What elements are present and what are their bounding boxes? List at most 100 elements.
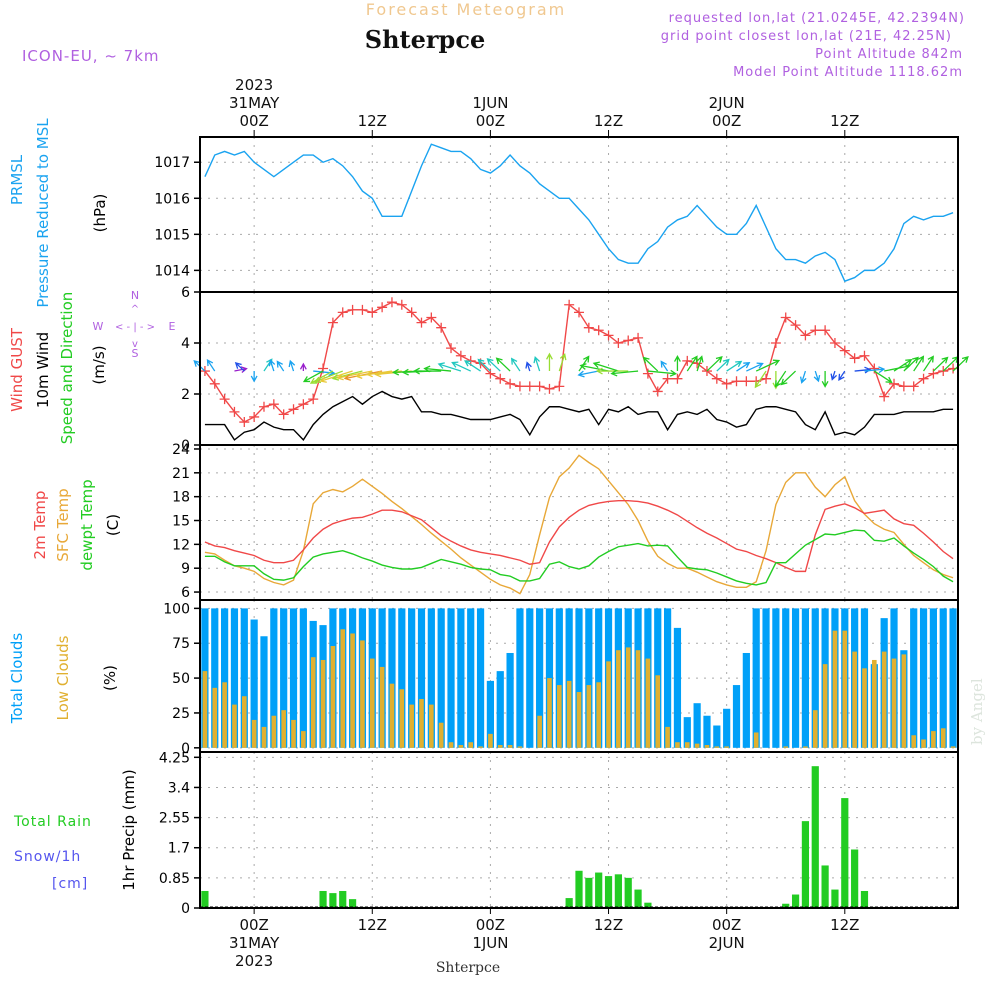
panel-pressure: 1014 1015 1016 1017: [154, 136, 959, 293]
precip-bar: [339, 890, 347, 908]
total-clouds-bar: [526, 608, 534, 748]
wind-direction-arrow: [610, 369, 639, 377]
low-clouds-bar: [655, 675, 661, 748]
gust-marker: [416, 317, 427, 328]
wind-direction-arrow: [477, 358, 491, 372]
precip-bar: [782, 903, 790, 908]
total-clouds-bar: [791, 608, 800, 748]
x-tick-label-top: 31MAY: [229, 94, 280, 112]
gust-marker: [593, 325, 604, 336]
gust-marker: [249, 411, 260, 422]
y-tick-label: 21: [172, 466, 190, 482]
wind-direction-arrow: [799, 370, 807, 384]
point-altitude: Point Altitude 842m: [815, 47, 963, 62]
precip-bar: [791, 894, 800, 908]
gust-marker: [829, 338, 840, 348]
total-clouds-bar: [723, 708, 731, 748]
wind-direction-arrow: [451, 361, 471, 372]
low-clouds-bar: [557, 685, 562, 748]
low-clouds-bar: [478, 746, 483, 748]
total-clouds-bar: [732, 685, 741, 748]
wind-direction-arrow: [463, 360, 481, 372]
temp-sfc-label: SFC Temp: [54, 488, 72, 561]
gust-marker: [495, 373, 506, 384]
low-clouds-bar: [232, 704, 237, 748]
y-tick-label: 25: [172, 706, 190, 722]
total-clouds-bar: [250, 619, 258, 748]
gust-marker: [839, 345, 850, 356]
total-clouds-bar: [949, 608, 957, 748]
total-clouds-bar: [555, 608, 563, 748]
x-tick-label-top: 2JUN: [709, 94, 745, 112]
low-clouds-bar: [950, 746, 956, 748]
wind-direction-arrow: [952, 356, 969, 372]
gust-marker: [347, 304, 358, 315]
y-tick-label: 6: [181, 285, 190, 301]
total-clouds-bar: [289, 608, 298, 748]
wind-direction-arrow: [647, 369, 678, 377]
grid-point-coords: grid point closest lon,lat (21E, 42.25N): [661, 29, 952, 44]
compass-s: S: [132, 347, 139, 360]
total-clouds-bar: [447, 608, 455, 748]
total-clouds-bar: [693, 703, 701, 748]
low-clouds-bar: [812, 710, 818, 748]
gust-marker: [731, 376, 742, 387]
gust-marker: [790, 320, 801, 331]
y-tick-label: 2: [181, 387, 190, 403]
low-clouds-bar: [940, 728, 946, 748]
dewpt-temp-line: [204, 529, 954, 586]
total-clouds-bar: [919, 608, 928, 748]
footer-location: Shterpce: [436, 960, 500, 976]
low-clouds-bar: [468, 742, 474, 748]
gust-marker: [298, 399, 309, 410]
low-clouds-bar: [419, 699, 424, 748]
low-clouds-bar: [901, 654, 907, 748]
y-tick-label: 2.55: [159, 811, 190, 827]
wind-direction-arrow: [755, 359, 781, 372]
wind-direction-arrow: [923, 355, 934, 372]
gust-marker: [386, 297, 397, 308]
precip-bar: [841, 798, 849, 908]
wind-direction-arrow: [660, 360, 669, 372]
low-clouds-bar: [251, 719, 257, 748]
wind-direction-arrow: [736, 361, 751, 372]
panel-border: [199, 136, 959, 293]
panel-wind: 0 2 4 6: [181, 285, 969, 454]
gust-marker: [219, 394, 230, 405]
wind-direction-arrow: [302, 370, 324, 383]
low-clouds-bar: [517, 746, 523, 748]
low-clouds-bar: [537, 715, 542, 748]
x-tick-label-top: 00Z: [476, 112, 505, 130]
total-clouds-bar: [752, 608, 760, 748]
y-tick-label: 1015: [154, 227, 190, 243]
gust-marker: [426, 312, 437, 323]
precip-bar: [851, 849, 859, 908]
gust-marker: [357, 304, 368, 315]
precip-bar: [604, 876, 613, 908]
x-tick-label-top: 12Z: [358, 112, 387, 130]
gust-marker: [889, 378, 900, 389]
low-clouds-bar: [399, 689, 405, 748]
gust-marker: [554, 381, 565, 392]
model-label: ICON-EU, ~ 7km: [22, 47, 160, 65]
gust-marker: [308, 394, 319, 405]
wind-direction-arrow: [288, 359, 296, 372]
compass-ew-arrows: < - | - >: [115, 322, 155, 333]
low-clouds-bar: [202, 671, 208, 748]
low-clouds-bar: [409, 704, 414, 748]
total-clouds-bar: [398, 608, 406, 748]
total-clouds-bar: [929, 608, 937, 748]
low-clouds-label: Low Clouds: [54, 635, 72, 720]
gust-marker: [406, 307, 417, 318]
wind-direction-arrow: [234, 366, 248, 373]
low-clouds-bar: [704, 745, 710, 748]
low-clouds-bar: [724, 746, 729, 748]
low-clouds-bar: [389, 683, 395, 748]
x-tick-label-bottom: 00Z: [239, 916, 268, 934]
gust-marker: [859, 350, 870, 361]
low-clouds-bar: [320, 659, 326, 748]
gust-marker: [446, 343, 457, 354]
wind-speed-dir-label: Speed and Direction: [58, 292, 76, 445]
total-clouds-bar: [516, 608, 524, 748]
gust-marker: [436, 322, 447, 333]
